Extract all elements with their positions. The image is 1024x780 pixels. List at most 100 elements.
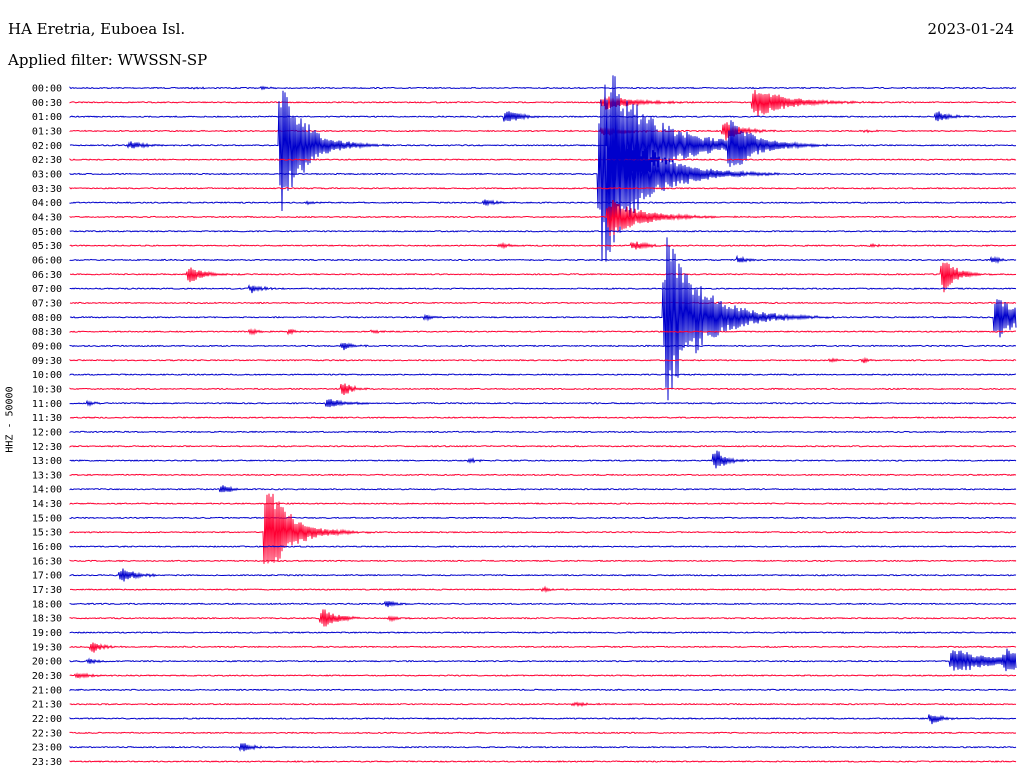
seismic-trace-2230 xyxy=(69,731,1017,735)
filter-label: Applied filter: WWSSN-SP xyxy=(8,51,208,69)
time-tick-label: 04:30 xyxy=(32,212,62,223)
time-tick-label: 01:00 xyxy=(32,112,62,123)
time-tick-label: 03:30 xyxy=(32,184,62,195)
time-tick-label: 13:00 xyxy=(32,456,62,467)
seismic-trace-0730 xyxy=(69,301,1017,305)
seismic-trace-1430 xyxy=(69,502,1016,505)
seismic-trace-0600 xyxy=(69,254,1017,264)
time-tick-label: 04:00 xyxy=(32,198,62,209)
seismic-trace-0230 xyxy=(69,158,1017,161)
seismic-trace-1030 xyxy=(69,383,1017,396)
seismic-trace-1500 xyxy=(69,516,1017,520)
time-tick-label: 12:00 xyxy=(32,427,62,438)
time-tick-label: 03:00 xyxy=(32,169,62,180)
seismic-trace-1300 xyxy=(69,450,1017,469)
time-tick-label: 06:00 xyxy=(32,255,62,266)
seismic-trace-1700 xyxy=(69,568,1017,582)
seismic-trace-0200 xyxy=(69,75,1017,212)
seismic-trace-2330 xyxy=(69,760,1017,763)
time-tick-label: 21:30 xyxy=(32,700,62,711)
time-tick-label: 00:30 xyxy=(32,98,62,109)
seismic-trace-1930 xyxy=(69,642,1017,653)
seismic-trace-0030 xyxy=(69,89,1017,117)
seismic-trace-0800 xyxy=(69,237,1017,401)
time-tick-label: 06:30 xyxy=(32,270,62,281)
seismic-trace-0100 xyxy=(69,111,1017,122)
seismic-trace-0830 xyxy=(69,328,1016,336)
time-tick-label: 16:00 xyxy=(32,542,62,553)
seismic-trace-1130 xyxy=(69,416,1016,419)
time-tick-label: 05:30 xyxy=(32,241,62,252)
time-tick-label: 02:00 xyxy=(32,141,62,152)
time-tick-label: 17:00 xyxy=(32,571,62,582)
seismic-trace-0300 xyxy=(69,84,1017,262)
time-tick-label: 18:00 xyxy=(32,599,62,610)
seismic-trace-1000 xyxy=(69,373,1016,376)
seismic-trace-2200 xyxy=(69,714,1017,725)
time-tick-label: 11:30 xyxy=(32,413,62,424)
time-tick-label: 20:30 xyxy=(32,671,62,682)
seismic-trace-0000 xyxy=(69,85,1017,91)
time-tick-label: 00:00 xyxy=(32,84,62,95)
seismic-trace-1830 xyxy=(69,609,1017,627)
time-tick-label: 19:00 xyxy=(32,628,62,639)
time-tick-label: 17:30 xyxy=(32,585,62,596)
seismic-trace-2300 xyxy=(69,743,1017,752)
seismic-trace-0130 xyxy=(69,122,1017,141)
time-tick-label: 01:30 xyxy=(32,126,62,137)
time-tick-label: 02:30 xyxy=(32,155,62,166)
seismic-trace-1730 xyxy=(69,585,1017,594)
time-tick-label: 10:30 xyxy=(32,384,62,395)
seismic-trace-0900 xyxy=(69,342,1017,351)
seismic-trace-0330 xyxy=(69,186,1017,190)
time-tick-label: 15:30 xyxy=(32,528,62,539)
seismic-trace-1630 xyxy=(69,559,1017,563)
seismic-trace-2130 xyxy=(69,701,1017,708)
time-tick-label: 23:30 xyxy=(32,757,62,768)
seismic-trace-0500 xyxy=(69,230,1017,233)
station-title: HA Eretria, Euboea Isl. xyxy=(8,20,186,38)
seismic-trace-1200 xyxy=(69,430,1017,434)
seismic-trace-1800 xyxy=(69,600,1017,608)
time-tick-label: 16:30 xyxy=(32,556,62,567)
time-tick-label: 21:00 xyxy=(32,685,62,696)
seismic-trace-1900 xyxy=(69,631,1017,634)
time-tick-label: 14:00 xyxy=(32,485,62,496)
seismic-trace-1100 xyxy=(69,399,1017,408)
time-tick-label: 08:30 xyxy=(32,327,62,338)
time-tick-label: 13:30 xyxy=(32,470,62,481)
seismic-trace-2100 xyxy=(69,688,1017,692)
seismic-trace-0530 xyxy=(69,241,1017,250)
time-tick-label: 23:00 xyxy=(32,743,62,754)
time-tick-label: 11:00 xyxy=(32,399,62,410)
seismic-trace-0930 xyxy=(69,356,1017,364)
seismic-trace-1400 xyxy=(69,485,1017,493)
time-tick-label: 22:30 xyxy=(32,728,62,739)
time-tick-label: 20:00 xyxy=(32,657,62,668)
date-label: 2023-01-24 xyxy=(927,20,1014,38)
seismic-trace-0700 xyxy=(69,284,1017,294)
time-tick-label: 22:00 xyxy=(32,714,62,725)
seismic-trace-1230 xyxy=(69,445,1017,448)
seismic-trace-1600 xyxy=(69,545,1017,548)
time-tick-label: 08:00 xyxy=(32,313,62,324)
time-tick-label: 12:30 xyxy=(32,442,62,453)
time-tick-label: 14:30 xyxy=(32,499,62,510)
time-tick-label: 09:00 xyxy=(32,341,62,352)
time-tick-label: 18:30 xyxy=(32,614,62,625)
seismic-trace-2000 xyxy=(69,648,1017,672)
seismic-trace-0630 xyxy=(69,262,1017,293)
seismic-trace-0400 xyxy=(69,199,1017,207)
seismic-trace-2030 xyxy=(69,672,1016,679)
time-tick-label: 15:00 xyxy=(32,513,62,524)
seismic-trace-1330 xyxy=(69,473,1017,477)
time-tick-label: 19:30 xyxy=(32,642,62,653)
time-tick-label: 07:30 xyxy=(32,298,62,309)
time-tick-label: 05:00 xyxy=(32,227,62,238)
time-tick-label: 09:30 xyxy=(32,356,62,367)
seismic-trace-1530 xyxy=(69,493,1017,564)
time-tick-label: 10:00 xyxy=(32,370,62,381)
seismic-trace-0430 xyxy=(69,199,1017,237)
time-tick-label: 07:00 xyxy=(32,284,62,295)
